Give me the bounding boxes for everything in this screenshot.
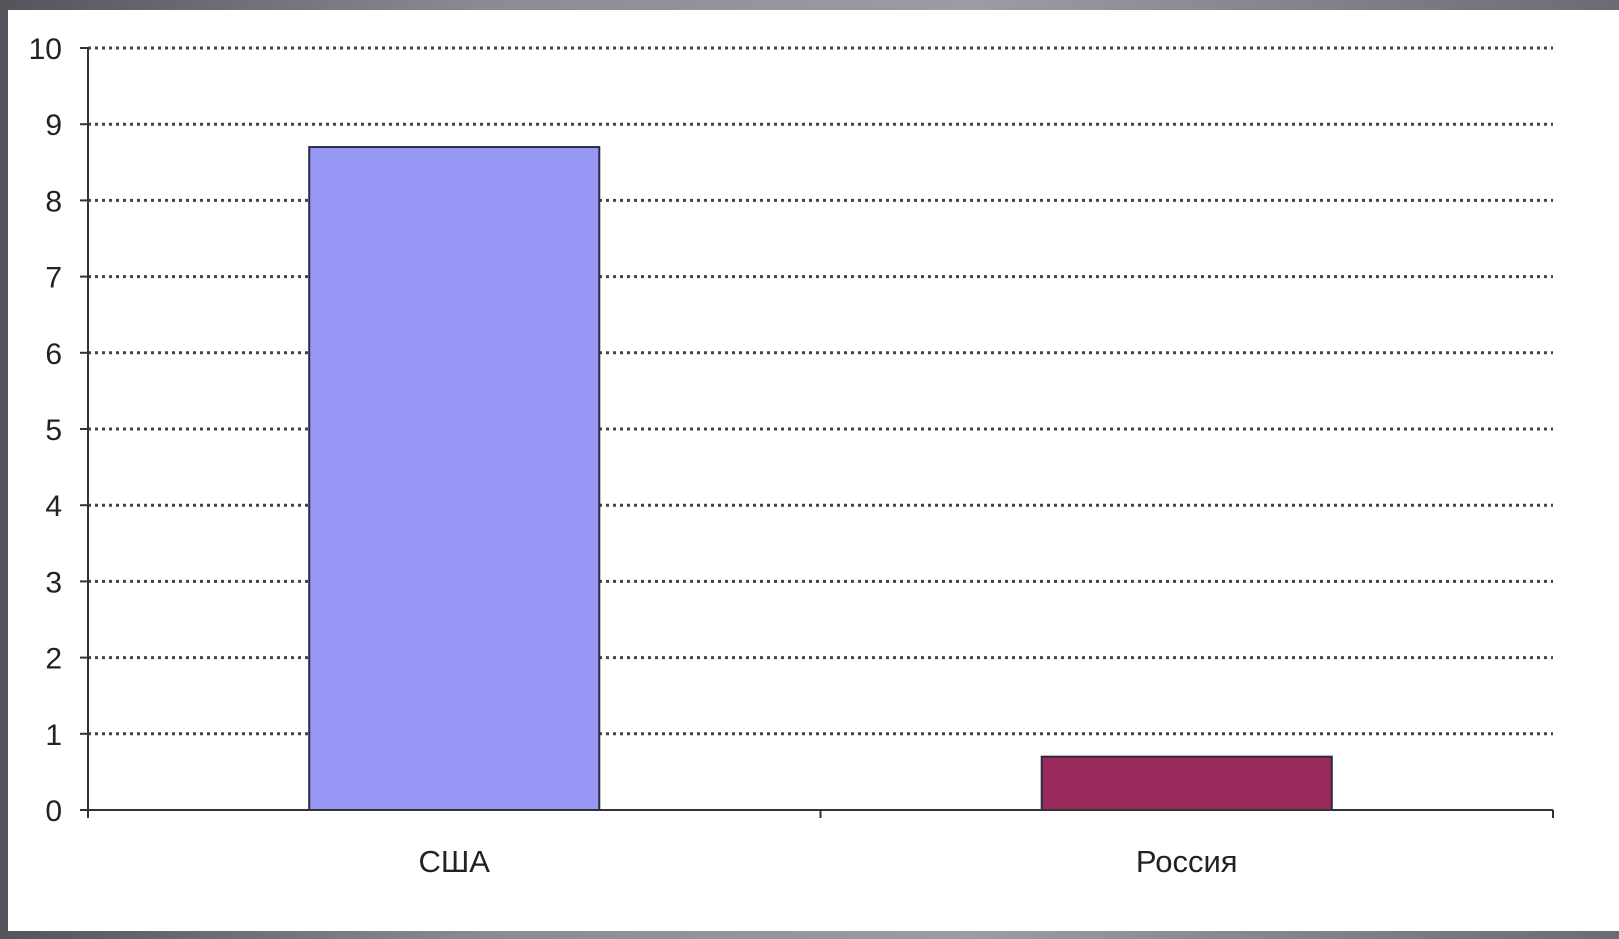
y-tick-label-1: 1: [45, 719, 62, 752]
y-tick-label-5: 5: [45, 414, 62, 447]
y-tick-label-7: 7: [45, 262, 62, 295]
y-tick-label-3: 3: [45, 566, 62, 599]
y-tick-label-6: 6: [45, 338, 62, 371]
bar-2: [1040, 755, 1333, 811]
tick-labels: 0 1 2 3 4 5 6 7 8 9 10 США Россия: [29, 33, 1238, 879]
y-tick-label-9: 9: [45, 109, 62, 142]
y-tick-label-8: 8: [45, 185, 62, 218]
bar-chart: 0 1 2 3 4 5 6 7 8 9 10 США Россия: [29, 33, 1554, 879]
y-tick-label-0: 0: [45, 795, 62, 828]
bar-1: [308, 146, 601, 811]
chart-panel: 0 1 2 3 4 5 6 7 8 9 10 США Россия: [8, 10, 1619, 931]
bars: [308, 146, 1333, 811]
axes: [80, 47, 1554, 818]
gridlines: [88, 46, 1553, 736]
category-label-2: Россия: [1136, 844, 1238, 879]
y-tick-label-2: 2: [45, 643, 62, 676]
category-label-1: США: [419, 844, 491, 879]
y-tick-label-10: 10: [29, 33, 62, 66]
y-tick-label-4: 4: [45, 490, 62, 523]
